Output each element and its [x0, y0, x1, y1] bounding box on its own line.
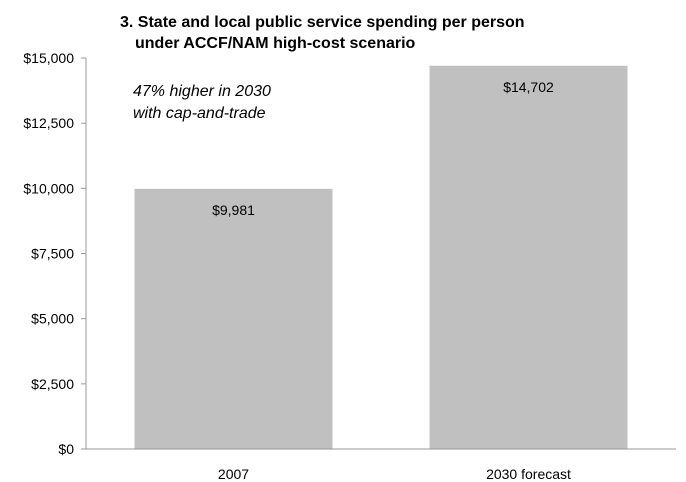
- y-axis: $0 $2,500 $5,000 $7,500 $10,000 $12,500 $15,00…: [23, 50, 87, 457]
- annotation-line-1: 47% higher in 2030: [133, 83, 271, 100]
- bar-data-label: $14,702: [503, 79, 554, 95]
- y-tick-label: $0: [58, 441, 74, 457]
- bars: $9,981 $14,702: [134, 65, 628, 449]
- y-tick-label: $12,500: [23, 115, 74, 131]
- y-tick-label: $10,000: [23, 180, 74, 196]
- x-tick-label: 2030 forecast: [486, 466, 571, 482]
- annotation-line-2: with cap-and-trade: [133, 105, 266, 122]
- bar: [429, 65, 628, 449]
- chart-title: 3. State and local public service spendi…: [120, 12, 640, 54]
- x-tick-label: 2007: [218, 466, 249, 482]
- bar: [134, 188, 333, 449]
- chart-title-line-1: 3. State and local public service spendi…: [120, 14, 525, 31]
- bar-data-label: $9,981: [212, 202, 255, 218]
- y-tick-label: $5,000: [31, 311, 74, 327]
- chart-annotation: 47% higher in 2030 with cap-and-trade: [133, 81, 393, 125]
- y-tick-label: $2,500: [31, 376, 74, 392]
- x-axis: 2007 2030 forecast: [86, 448, 676, 482]
- y-tick-label: $7,500: [31, 246, 74, 262]
- y-tick-label: $15,000: [23, 50, 74, 66]
- chart-title-line-2: under ACCF/NAM high-cost scenario: [135, 35, 416, 52]
